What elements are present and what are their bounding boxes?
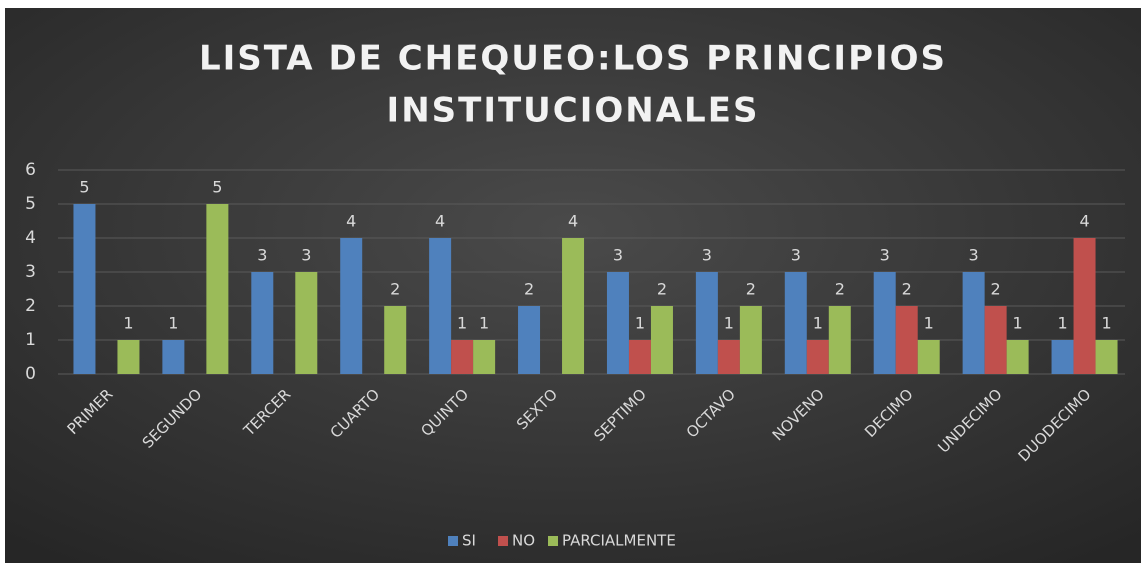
bar xyxy=(73,204,96,374)
bar xyxy=(206,204,229,374)
data-label: 3 xyxy=(613,246,623,265)
data-label: 4 xyxy=(435,212,445,231)
data-label: 1 xyxy=(635,314,645,333)
data-label: 1 xyxy=(168,314,178,333)
data-label: 5 xyxy=(212,178,222,197)
y-tick-label: 3 xyxy=(25,262,36,282)
data-label: 1 xyxy=(479,314,489,333)
y-tick-label: 1 xyxy=(25,330,36,350)
bar xyxy=(1073,238,1096,374)
data-label: 1 xyxy=(1101,314,1111,333)
bar xyxy=(739,306,762,374)
bar xyxy=(628,340,651,374)
data-label: 2 xyxy=(390,280,400,299)
data-label: 1 xyxy=(813,314,823,333)
data-label: 3 xyxy=(880,246,890,265)
data-label: 5 xyxy=(79,178,89,197)
data-label: 1 xyxy=(123,314,133,333)
bar xyxy=(717,340,740,374)
bar xyxy=(873,272,896,374)
data-label: 1 xyxy=(724,314,734,333)
bar xyxy=(117,340,140,374)
legend-swatch xyxy=(498,536,508,546)
bar xyxy=(917,340,940,374)
data-label: 1 xyxy=(1057,314,1067,333)
bar xyxy=(1051,340,1074,374)
chart-title: LISTA DE CHEQUEO:LOS PRINCIPIOS xyxy=(199,39,947,79)
data-label: 1 xyxy=(924,314,934,333)
bar xyxy=(606,272,629,374)
bar xyxy=(1095,340,1118,374)
data-label: 3 xyxy=(791,246,801,265)
data-label: 2 xyxy=(657,280,667,299)
data-label: 3 xyxy=(301,246,311,265)
legend-label: NO xyxy=(512,532,535,550)
y-tick-label: 6 xyxy=(25,160,36,180)
data-label: 2 xyxy=(902,280,912,299)
bar xyxy=(384,306,407,374)
bar xyxy=(784,272,807,374)
data-label: 2 xyxy=(991,280,1001,299)
data-label: 4 xyxy=(1079,212,1089,231)
bar xyxy=(962,272,985,374)
bar xyxy=(650,306,673,374)
data-label: 4 xyxy=(568,212,578,231)
legend-swatch xyxy=(548,536,558,546)
y-tick-label: 2 xyxy=(25,296,36,316)
legend-label: PARCIALMENTE xyxy=(562,532,676,550)
bar xyxy=(451,340,474,374)
legend-label: SI xyxy=(462,532,476,550)
data-label: 1 xyxy=(457,314,467,333)
y-tick-label: 4 xyxy=(25,228,36,248)
data-label: 3 xyxy=(702,246,712,265)
data-label: 2 xyxy=(524,280,534,299)
bar xyxy=(562,238,585,374)
data-label: 4 xyxy=(346,212,356,231)
data-label: 2 xyxy=(746,280,756,299)
bar xyxy=(295,272,318,374)
y-tick-label: 5 xyxy=(25,194,36,214)
bar xyxy=(806,340,829,374)
bar xyxy=(984,306,1007,374)
bar xyxy=(473,340,496,374)
data-label: 3 xyxy=(969,246,979,265)
legend-swatch xyxy=(448,536,458,546)
data-label: 1 xyxy=(1013,314,1023,333)
data-label: 2 xyxy=(835,280,845,299)
bar xyxy=(518,306,541,374)
bar xyxy=(828,306,851,374)
bar xyxy=(340,238,363,374)
bar xyxy=(895,306,918,374)
bar xyxy=(429,238,452,374)
data-label: 3 xyxy=(257,246,267,265)
y-tick-label: 0 xyxy=(25,364,36,384)
bar xyxy=(695,272,718,374)
bar xyxy=(162,340,185,374)
bar xyxy=(251,272,274,374)
chart-title: INSTITUCIONALES xyxy=(387,91,760,131)
bar xyxy=(1006,340,1029,374)
